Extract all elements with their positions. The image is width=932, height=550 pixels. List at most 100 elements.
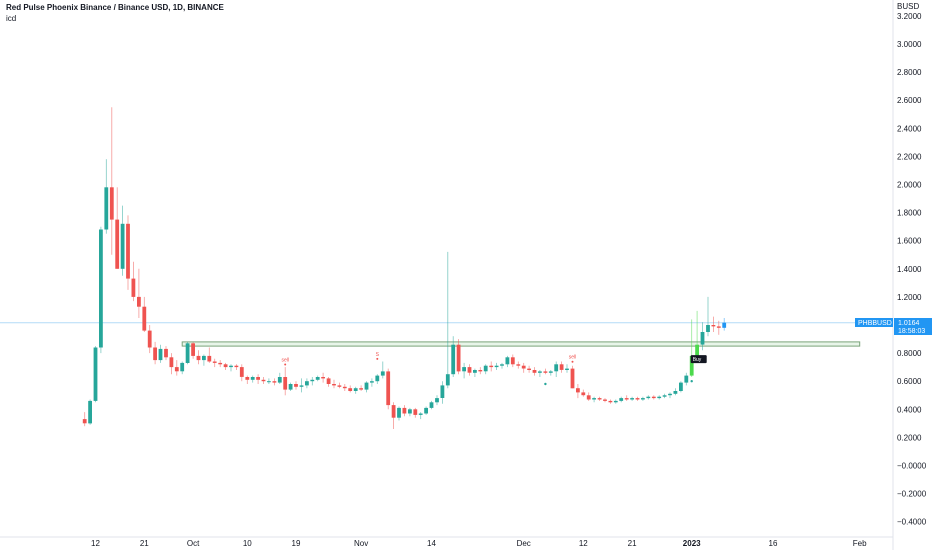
candle-body xyxy=(120,223,125,269)
candle xyxy=(88,399,92,425)
candle xyxy=(305,378,309,389)
candle xyxy=(223,362,228,370)
candle xyxy=(597,396,602,401)
candle xyxy=(277,372,282,384)
currency-label: BUSD xyxy=(897,2,919,11)
candle xyxy=(489,361,494,372)
candle-body xyxy=(505,357,510,365)
candle-body xyxy=(180,362,185,372)
candle xyxy=(126,215,130,290)
candle xyxy=(261,377,266,384)
candle xyxy=(613,399,618,404)
candle-body xyxy=(651,396,656,399)
candle xyxy=(332,379,336,389)
candle-body xyxy=(429,402,434,408)
candle xyxy=(115,187,120,269)
candle xyxy=(99,226,103,354)
candle xyxy=(706,296,710,337)
candle-body xyxy=(93,347,98,401)
candle-body xyxy=(342,386,347,389)
candle-body xyxy=(456,344,461,372)
candle-body xyxy=(722,322,727,328)
candle-body xyxy=(538,371,542,373)
x-tick-label: 16 xyxy=(769,539,778,548)
sell-marker xyxy=(284,363,287,366)
candle-body xyxy=(364,382,369,390)
candle xyxy=(153,341,157,365)
buy-label: Buy xyxy=(693,357,702,363)
candle-body xyxy=(245,377,250,380)
candle-body xyxy=(191,343,195,356)
candle xyxy=(565,364,569,373)
y-tick-label: 0.4000 xyxy=(897,405,922,414)
candle xyxy=(538,370,542,377)
candle xyxy=(256,374,260,384)
candle xyxy=(326,377,331,387)
candle-body xyxy=(212,361,217,363)
current-price-tag: PHBBUSD 1.0164 18:58:03 xyxy=(855,318,932,335)
candle-body xyxy=(716,326,721,328)
candle-body xyxy=(613,400,618,403)
candle-body xyxy=(158,348,163,361)
countdown: 18:58:03 xyxy=(898,328,925,335)
candle xyxy=(462,362,466,379)
symbol-tag: PHBBUSD xyxy=(858,320,892,327)
candle xyxy=(646,395,651,400)
candle-body xyxy=(592,398,596,400)
candle xyxy=(104,159,109,234)
y-tick-label: −0.2000 xyxy=(897,490,927,499)
candle xyxy=(386,368,391,410)
y-tick-label: −0.4000 xyxy=(897,518,927,527)
candle-body xyxy=(603,399,607,401)
candle-body xyxy=(554,364,559,372)
candle xyxy=(435,395,439,406)
candle-body xyxy=(467,367,472,373)
candle xyxy=(711,316,716,332)
x-tick-label: 12 xyxy=(579,539,588,548)
candle-body xyxy=(348,388,353,391)
candle-body xyxy=(326,378,331,384)
candle-body xyxy=(131,278,136,297)
sell-label: sell xyxy=(569,355,577,361)
candle xyxy=(689,319,694,377)
y-tick-label: 2.8000 xyxy=(897,68,922,77)
candle-body xyxy=(337,385,342,387)
candle-body xyxy=(424,407,428,414)
candle xyxy=(451,336,456,377)
y-tick-label: 2.6000 xyxy=(897,96,922,105)
candle-body xyxy=(706,325,710,332)
time-axis[interactable]: 12 21 Oct 10 19 Nov 14 Dec 12 21 2023 16 Feb xyxy=(0,536,893,548)
candle xyxy=(267,378,271,384)
candle-body xyxy=(608,400,613,403)
x-tick-label: 12 xyxy=(91,539,100,548)
y-tick-label: 3.2000 xyxy=(897,12,922,21)
candle xyxy=(456,339,461,375)
candle xyxy=(586,392,591,401)
candle-body xyxy=(294,384,298,387)
price-axis[interactable]: BUSD PHBBUSD 1.0164 18:58:03 3.2000 3.000… xyxy=(855,0,932,550)
y-tick-label: 1.8000 xyxy=(897,209,922,218)
candle-body xyxy=(250,377,255,380)
candle-body xyxy=(576,388,580,393)
candle-body xyxy=(370,381,374,383)
candle xyxy=(337,382,342,389)
candle xyxy=(82,412,87,427)
candle-body xyxy=(483,365,488,372)
candle xyxy=(624,395,629,401)
candle-body xyxy=(310,379,315,382)
y-tick-label: 1.6000 xyxy=(897,237,922,246)
candle xyxy=(310,377,315,386)
candle-body xyxy=(321,377,325,379)
y-tick-label: 1.2000 xyxy=(897,293,922,302)
candle-body xyxy=(82,419,87,424)
candle xyxy=(142,296,147,332)
y-tick-label: −0.0000 xyxy=(897,462,927,471)
x-tick-label: Oct xyxy=(187,539,200,548)
y-tick-label: 1.4000 xyxy=(897,265,922,274)
candle-body xyxy=(489,365,494,368)
y-tick-label: 0.2000 xyxy=(897,433,922,442)
candle-body xyxy=(126,223,130,279)
candle xyxy=(321,372,325,383)
candle xyxy=(380,361,385,379)
